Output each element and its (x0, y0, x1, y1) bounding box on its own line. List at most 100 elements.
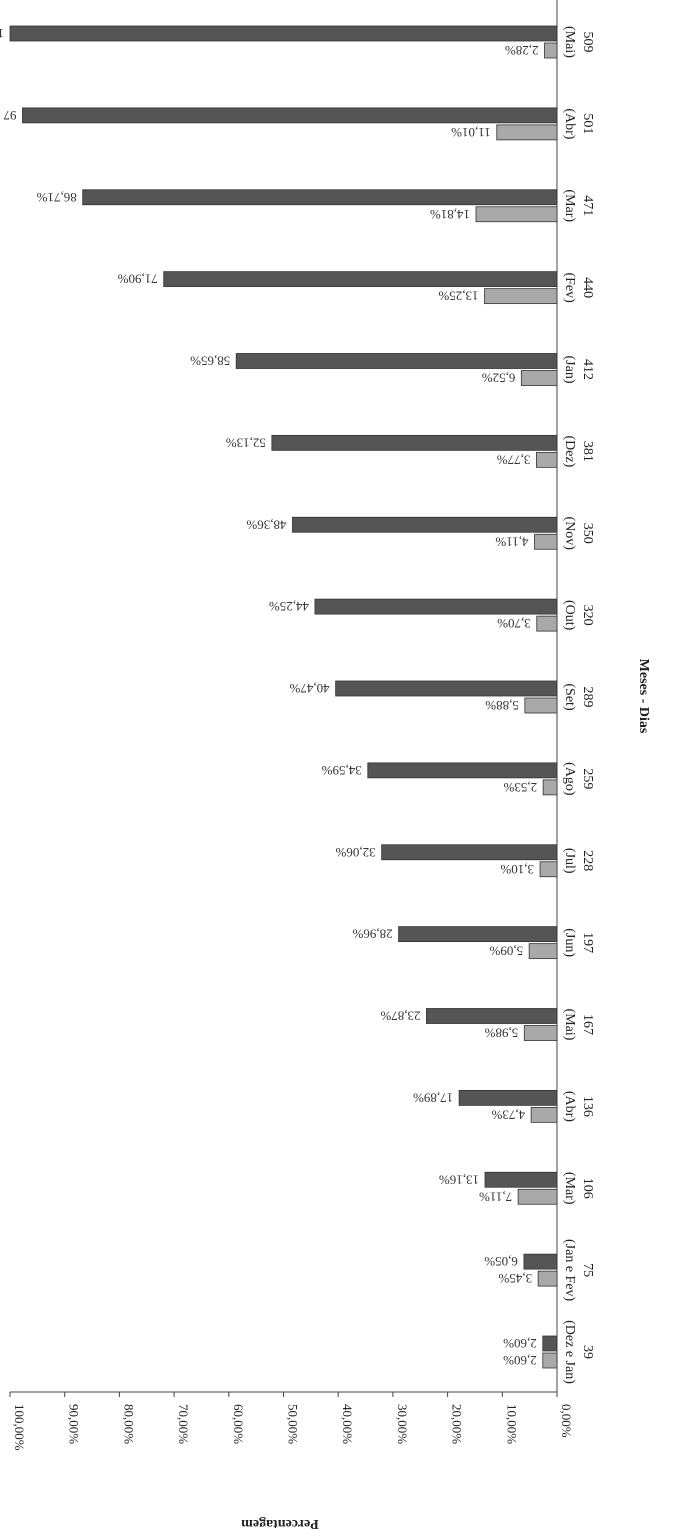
y-tick-label: 10,00% (504, 1404, 519, 1444)
category-labels: (Dez e Jan) 39(Jan e Fev) 75(Mar) 106(Abr) 1… (562, 26, 595, 1384)
bar-s2-9 (335, 680, 558, 697)
data-label-s1-4: 4,73% (491, 1107, 525, 1122)
bar-s1-11 (534, 533, 558, 550)
category-day-label: 350 (580, 523, 595, 544)
data-label-s1-10: 3,70% (497, 616, 531, 631)
category-month-label: (Mai) (562, 1009, 577, 1041)
bar-s1-7 (539, 861, 558, 878)
category-month-label: (Ago) (562, 762, 577, 796)
category-day-label: 167 (580, 1014, 595, 1035)
data-label-s2-3: 13,16% (439, 1172, 479, 1187)
y-axis-title: Percentagem (241, 1516, 319, 1531)
data-label-s1-17: 2,28% (505, 43, 539, 58)
bar-s1-3 (517, 1188, 558, 1205)
y-axis-ticks: 0,00% 10,00% 20,00% 30,00% 40,00% 50,00% 60,00… (9, 1392, 574, 1451)
bar-s1-10 (536, 615, 558, 632)
bar-s1-15 (475, 206, 558, 223)
bar-s2-1 (542, 1335, 558, 1352)
bar-s1-5 (523, 1025, 558, 1041)
data-label-s1-15: 14,81% (430, 207, 470, 222)
bar-s1-6 (528, 943, 558, 960)
bar-s2-17 (9, 25, 558, 42)
category-day-label: 259 (580, 768, 595, 789)
category-day-label: 509 (580, 32, 595, 53)
category-month-label: (Nov) (562, 517, 577, 551)
bar-s2-5 (426, 1008, 558, 1024)
data-label-s1-3: 7,11% (479, 1189, 512, 1204)
data-label-s2-9: 40,47% (289, 681, 329, 696)
category-month-label: (Dez e Jan) (562, 1320, 577, 1384)
bar-s2-16 (22, 107, 558, 124)
y-tick-label: 40,00% (340, 1404, 355, 1444)
category-month-label: (Jan e Fev) (562, 1239, 577, 1302)
bar-s1-17 (544, 42, 558, 59)
category-month-label: (Mar) (562, 1172, 577, 1205)
data-label-s2-8: 34,59% (322, 763, 362, 778)
data-label-s1-13: 6,52% (482, 371, 516, 386)
category-month-label: (Jul) (562, 848, 577, 874)
data-label-s1-5: 5,98% (485, 1026, 519, 1041)
category-day-label: 289 (580, 687, 595, 708)
category-month-label: (Abr) (562, 1091, 577, 1122)
category-day-label: 39 (580, 1345, 595, 1359)
data-label-s2-10: 44,25% (269, 599, 309, 614)
bar-s2-7 (381, 844, 558, 861)
data-label-s1-7: 3,10% (500, 862, 534, 877)
bar-s2-3 (484, 1171, 558, 1188)
data-label-s2-7: 32,06% (335, 845, 375, 860)
category-month-label: (Mai) (562, 26, 577, 58)
bar-s2-11 (292, 516, 558, 533)
category-day-label: 412 (580, 359, 595, 380)
data-label-s2-16: 97 (3, 108, 17, 123)
data-label-s1-1: 2,60% (503, 1353, 537, 1368)
category-month-label: (Dez) (562, 435, 577, 467)
data-label-s1-16: 11,01% (451, 125, 491, 140)
bar-s1-12 (535, 451, 558, 468)
bar-s2-13 (235, 353, 558, 369)
data-label-s1-12: 3,77% (497, 452, 531, 467)
bars: 2,60% 2,60% 3,45% 6,05% 7,11%13,16% 4,73% 17,8… (0, 25, 558, 1369)
y-tick-label: 100,00% (12, 1404, 27, 1451)
category-month-label: (Out) (562, 600, 577, 631)
bar-s1-16 (496, 124, 558, 141)
data-label-s2-2: 6,05% (484, 1254, 518, 1269)
bar-s1-2 (537, 1270, 558, 1287)
bar-s2-4 (458, 1089, 558, 1106)
y-tick-label: 30,00% (395, 1404, 410, 1444)
bar-s2-10 (314, 598, 558, 615)
category-day-label: 381 (580, 441, 595, 462)
category-day-label: 440 (580, 277, 595, 298)
category-day-label: 228 (580, 850, 595, 871)
category-day-label: 75 (580, 1263, 595, 1277)
data-label-s2-14: 71,90% (117, 272, 157, 287)
y-tick-label: 60,00% (231, 1404, 246, 1444)
bar-s2-12 (271, 434, 558, 451)
category-month-label: (Fev) (562, 272, 577, 303)
y-tick-label: 90,00% (67, 1404, 82, 1444)
bar-s2-15 (82, 189, 558, 206)
category-day-label: 197 (580, 932, 595, 953)
category-month-label: (Set) (562, 683, 577, 711)
bar-s1-8 (542, 779, 558, 796)
bar-s2-8 (367, 762, 558, 779)
category-day-label: 136 (580, 1096, 595, 1117)
bar-s1-13 (520, 370, 558, 386)
data-label-s2-4: 17,89% (413, 1090, 453, 1105)
data-label-s2-6: 28,96% (352, 927, 392, 942)
bar-s2-14 (163, 271, 558, 288)
bar-s2-2 (523, 1253, 558, 1270)
category-day-label: 106 (580, 1178, 595, 1199)
data-label-s1-14: 13,25% (438, 289, 478, 304)
category-month-label: (Mar) (562, 189, 577, 222)
data-label-s2-11: 48,36% (246, 517, 286, 532)
data-label-s2-1: 2,60% (503, 1336, 537, 1351)
data-label-s1-6: 5,09% (489, 944, 523, 959)
data-label-s2-17: 1 (0, 26, 4, 41)
y-tick-label: 70,00% (176, 1404, 191, 1444)
data-label-s2-15: 86,71% (36, 190, 76, 205)
data-label-s2-12: 52,13% (226, 435, 266, 450)
category-day-label: 501 (580, 113, 595, 134)
category-day-label: 320 (580, 605, 595, 626)
category-day-label: 471 (580, 195, 595, 216)
